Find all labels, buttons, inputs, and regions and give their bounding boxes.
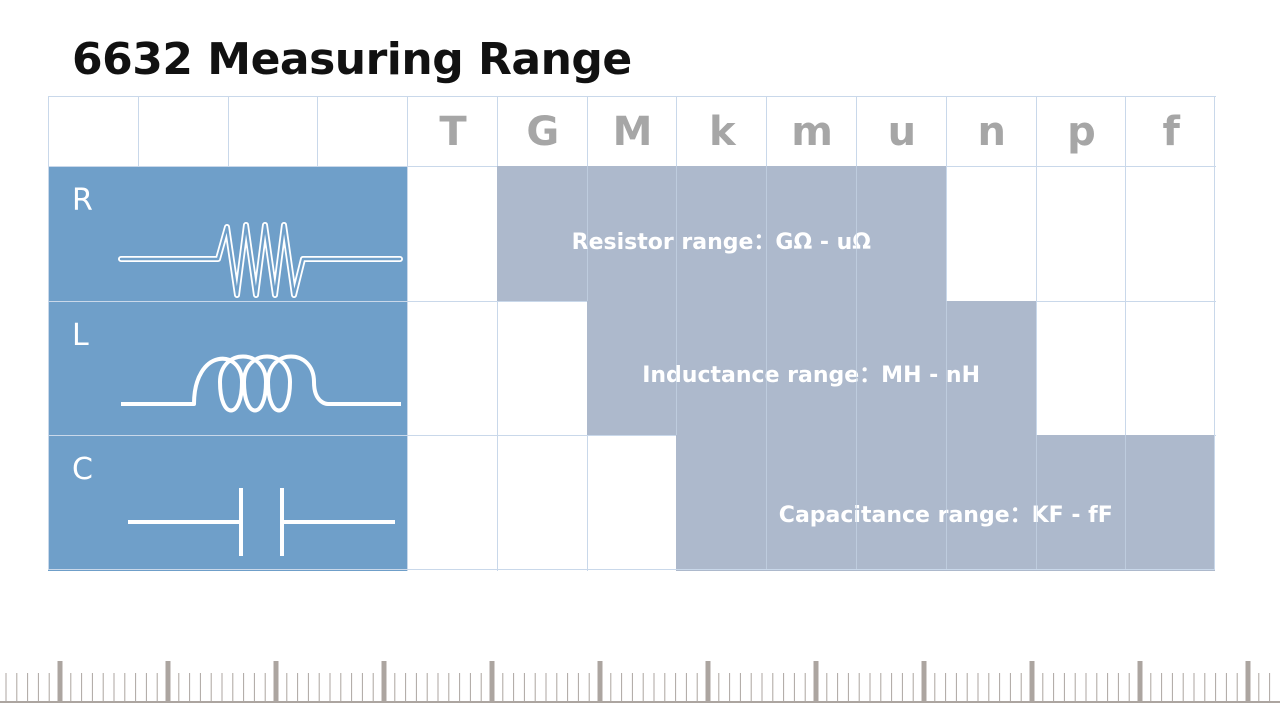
unit-header-u: u bbox=[856, 96, 947, 166]
ruler-decoration bbox=[0, 661, 1280, 703]
unit-header-M: M bbox=[586, 96, 678, 166]
header-blank-cell bbox=[48, 96, 139, 166]
grid-cell bbox=[1125, 166, 1217, 302]
grid-cell bbox=[586, 435, 678, 571]
capacitor-symbol-icon bbox=[128, 488, 395, 557]
component-letter: C bbox=[72, 452, 93, 488]
range-band-R: Resistor range：GΩ - uΩ bbox=[496, 166, 946, 302]
grid-cell bbox=[407, 166, 498, 302]
header-blank-cell bbox=[137, 96, 229, 166]
grid-cell bbox=[1125, 300, 1217, 437]
unit-header-k: k bbox=[676, 96, 768, 166]
unit-header-T: T bbox=[407, 96, 498, 166]
unit-header-n: n bbox=[945, 96, 1037, 166]
range-label: Resistor range：GΩ - uΩ bbox=[571, 230, 871, 255]
component-cell-R: R bbox=[48, 166, 408, 302]
grid-cell bbox=[496, 300, 588, 437]
component-cell-L: L bbox=[48, 300, 408, 437]
range-band-L: Inductance range：MH - nH bbox=[586, 300, 1036, 437]
page-title: 6632 Measuring Range bbox=[72, 34, 632, 85]
resistor-symbol-icon bbox=[118, 222, 403, 298]
grid-cell bbox=[1035, 300, 1127, 437]
grid-cell bbox=[407, 300, 498, 437]
unit-header-m: m bbox=[766, 96, 857, 166]
unit-header-G: G bbox=[496, 96, 588, 166]
grid-cell bbox=[407, 435, 498, 571]
unit-header-f: f bbox=[1125, 96, 1217, 166]
grid-cell bbox=[496, 435, 588, 571]
range-label: Inductance range：MH - nH bbox=[642, 362, 981, 388]
grid-cell bbox=[945, 166, 1037, 302]
component-letter: L bbox=[72, 317, 89, 353]
range-band-C: Capacitance range：KF - fF bbox=[676, 435, 1216, 571]
component-letter: R bbox=[72, 183, 93, 218]
unit-header-p: p bbox=[1035, 96, 1127, 166]
header-blank-cell bbox=[317, 96, 409, 166]
grid-cell bbox=[1035, 166, 1127, 302]
inductor-symbol-icon bbox=[121, 354, 401, 413]
range-label: Capacitance range：KF - fF bbox=[778, 503, 1113, 529]
component-cell-C: C bbox=[48, 435, 408, 571]
header-blank-cell bbox=[227, 96, 319, 166]
